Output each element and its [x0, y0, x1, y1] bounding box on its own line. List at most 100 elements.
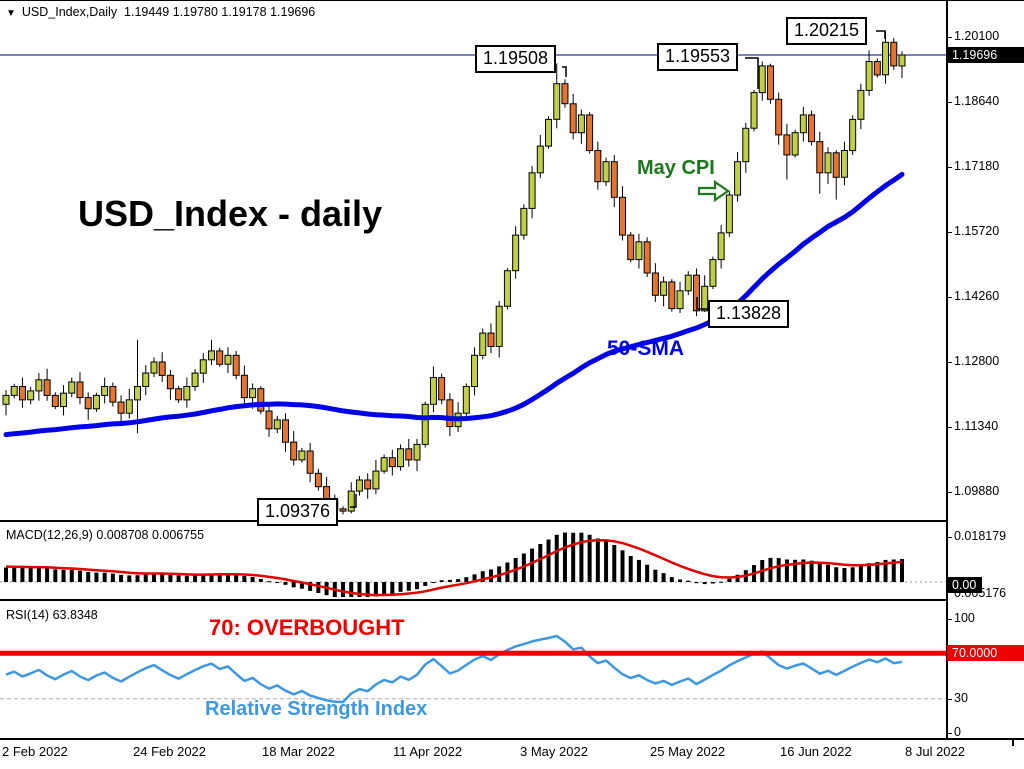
price-axis-label: 1.12800 — [954, 354, 1000, 368]
time-axis-label: 18 Mar 2022 — [262, 744, 335, 759]
rsi-axis-label: 0 — [954, 725, 961, 739]
candle-body — [405, 448, 413, 461]
price-callout-09376[interactable]: 1.09376 — [257, 498, 339, 526]
time-axis-scale[interactable]: 2 Feb 2022 24 Feb 2022 18 Mar 2022 11 Apr 2… — [0, 741, 1024, 769]
macd-bar — [143, 574, 148, 582]
macd-bar — [406, 582, 411, 591]
rsi-axis-label: 30 — [954, 691, 968, 705]
candle-body — [2, 394, 10, 405]
macd-zero-box: 0.00 — [947, 577, 982, 593]
may-cpi-annotation[interactable]: May CPI — [637, 157, 715, 179]
axis-tick — [946, 297, 952, 298]
candle-body — [742, 127, 750, 163]
candle-body — [684, 274, 692, 292]
price-callout-19553[interactable]: 1.19553 — [657, 43, 739, 71]
macd-bar — [242, 576, 247, 582]
candle-body — [125, 399, 133, 414]
chart-title-annotation[interactable]: USD_Index - daily — [78, 193, 383, 234]
macd-bar — [217, 573, 222, 582]
macd-bar — [595, 538, 600, 582]
candle-body — [68, 381, 76, 394]
macd-bar — [77, 570, 82, 582]
candle-body — [306, 450, 314, 474]
candle-body — [35, 379, 43, 392]
price-callout-20215[interactable]: 1.20215 — [786, 17, 868, 45]
axis-tick — [946, 102, 952, 103]
macd-bar — [439, 580, 444, 582]
time-axis-label: 8 Jul 2022 — [905, 744, 965, 759]
price-axis-label: 1.09880 — [954, 484, 1000, 498]
price-axis-label: 1.15720 — [954, 224, 1000, 238]
candle-body — [298, 450, 306, 461]
macd-signal-value: 0.006755 — [151, 528, 205, 542]
candle-body — [750, 92, 758, 129]
axis-end-tick — [1012, 740, 1014, 746]
macd-bar — [858, 565, 863, 582]
symbol-dropdown-icon[interactable]: ▼ — [6, 8, 16, 19]
candle-body — [873, 61, 881, 76]
macd-bar — [299, 582, 304, 589]
candle-body — [18, 386, 26, 401]
candle-body — [676, 290, 684, 310]
macd-bar — [431, 582, 436, 583]
macd-bar — [768, 557, 773, 582]
rsi-value: 63.8348 — [52, 608, 98, 622]
candle-body — [660, 281, 668, 296]
macd-bar — [899, 559, 904, 582]
price-axis-label: 1.11340 — [954, 419, 999, 433]
macd-bar — [653, 569, 658, 582]
price-callout-19508[interactable]: 1.19508 — [475, 45, 557, 73]
macd-bar — [883, 559, 888, 582]
candle-body — [216, 350, 224, 365]
macd-bar — [373, 582, 378, 597]
candle-body — [347, 490, 355, 512]
macd-bar — [151, 573, 156, 582]
price-axis-label: 1.17180 — [954, 159, 1000, 173]
candle-body — [651, 272, 659, 296]
macd-panel[interactable] — [0, 522, 946, 599]
macd-bar — [587, 534, 592, 582]
sma-annotation[interactable]: 50-SMA — [607, 337, 685, 360]
macd-bar — [267, 581, 272, 583]
candle-body — [438, 377, 446, 401]
macd-bar — [727, 578, 732, 582]
macd-bar — [184, 575, 189, 582]
macd-bar — [12, 567, 17, 582]
candle-body — [882, 41, 890, 76]
macd-bar — [694, 582, 699, 584]
candle-body — [446, 399, 454, 427]
macd-bar — [94, 572, 99, 582]
macd-bar — [349, 582, 354, 597]
macd-bar — [316, 582, 321, 593]
rsi-caption-annotation[interactable]: Relative Strength Index — [205, 698, 428, 720]
macd-bar — [61, 569, 66, 582]
candle-body — [462, 386, 470, 414]
macd-bar — [636, 559, 641, 582]
candle-body — [627, 234, 635, 261]
candle-body — [191, 372, 199, 388]
macd-bar — [538, 544, 543, 582]
candle-body — [569, 103, 577, 134]
macd-bar — [702, 582, 707, 585]
macd-bar — [867, 563, 872, 582]
macd-bar — [275, 582, 280, 583]
macd-bar — [793, 559, 798, 582]
macd-bar — [472, 574, 477, 582]
macd-bar — [258, 578, 263, 582]
macd-bar — [291, 582, 296, 588]
price-axis-scale[interactable]: 1.19696 0.00 70.0000 1.20100 1.18640 1.171… — [946, 1, 1024, 741]
price-chart[interactable] — [0, 1, 946, 520]
macd-bar — [4, 567, 8, 582]
rsi-panel[interactable] — [0, 601, 946, 738]
candle-body — [76, 381, 84, 399]
candle-body — [43, 379, 51, 396]
candle-body — [134, 386, 142, 401]
candle-body — [413, 443, 421, 461]
price-callout-13828[interactable]: 1.13828 — [708, 300, 790, 328]
candle-body — [183, 386, 191, 401]
macd-bar — [891, 559, 896, 582]
candle-body — [388, 457, 396, 468]
callout-connector — [350, 494, 357, 508]
macd-bar — [562, 532, 567, 582]
overbought-annotation[interactable]: 70: OVERBOUGHT — [209, 615, 405, 640]
